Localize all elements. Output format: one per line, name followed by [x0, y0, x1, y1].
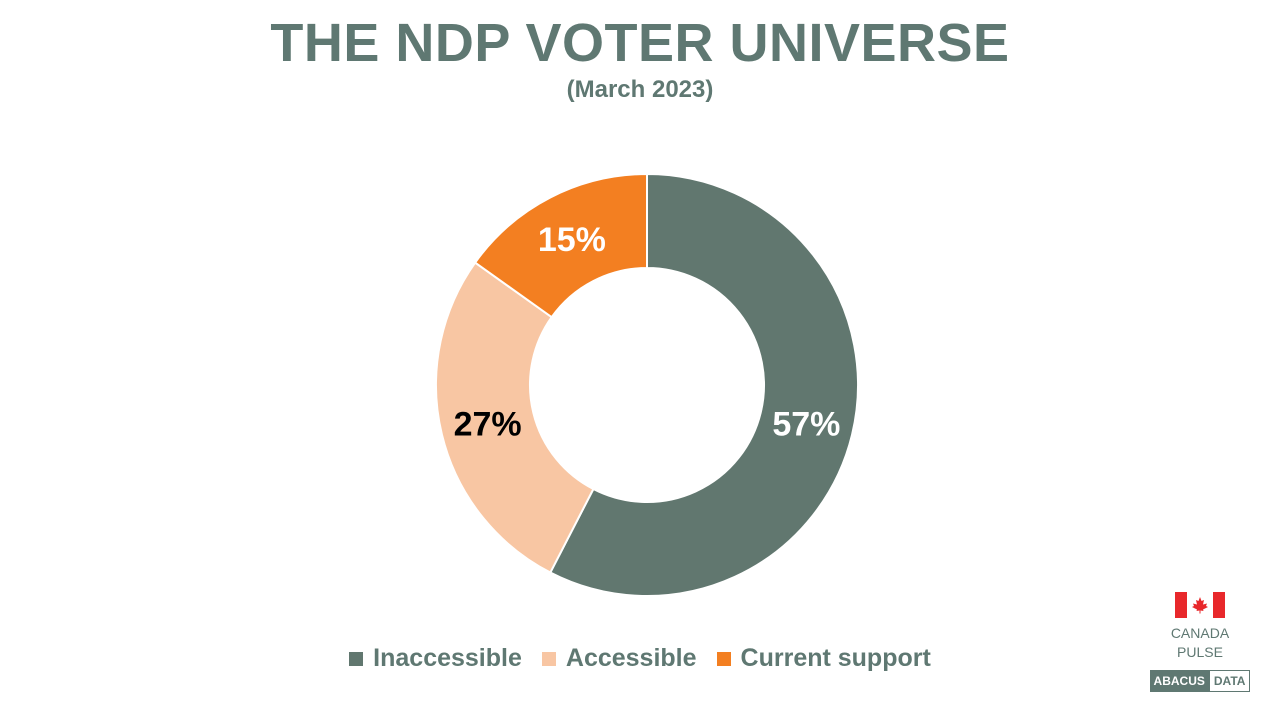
brand-line-pulse: PULSE — [1177, 644, 1223, 660]
maple-leaf-icon — [1192, 597, 1208, 614]
flag-bar-left — [1175, 592, 1187, 618]
legend-label-accessible: Accessible — [565, 644, 697, 672]
legend-swatch-inaccessible — [349, 651, 364, 666]
donut-slice-inaccessible — [548, 172, 859, 597]
donut-slice-accessible — [435, 261, 595, 574]
donut-slice-current-support — [473, 172, 648, 319]
flag-center — [1187, 592, 1213, 618]
logo-word-data: DATA — [1208, 670, 1251, 692]
legend-item-inaccessible: Inaccessible — [349, 644, 522, 673]
legend-item-accessible: Accessible — [541, 644, 697, 673]
legend-label-current-support: Current support — [740, 644, 931, 672]
legend-label-inaccessible: Inaccessible — [373, 644, 522, 672]
chart-legend: Inaccessible Accessible Current support — [0, 644, 1280, 673]
data-label-inaccessible: 57% — [772, 406, 840, 444]
brand-line-canada: CANADA — [1170, 625, 1230, 641]
chart-title: THE NDP VOTER UNIVERSE — [270, 13, 1010, 73]
legend-swatch-current-support — [716, 651, 731, 666]
legend-item-current-support: Current support — [716, 644, 931, 673]
data-label-current-support: 15% — [538, 221, 606, 259]
chart-subtitle: (March 2023) — [566, 76, 714, 103]
logo-word-abacus: ABACUS — [1149, 670, 1209, 692]
data-label-accessible: 27% — [454, 406, 522, 444]
brand-block: CANADA PULSE ABACUS DATA — [1140, 592, 1260, 692]
legend-swatch-accessible — [541, 651, 556, 666]
canada-flag-icon — [1175, 592, 1225, 618]
abacus-data-logo: ABACUS DATA — [1140, 670, 1260, 692]
flag-bar-right — [1213, 592, 1225, 618]
